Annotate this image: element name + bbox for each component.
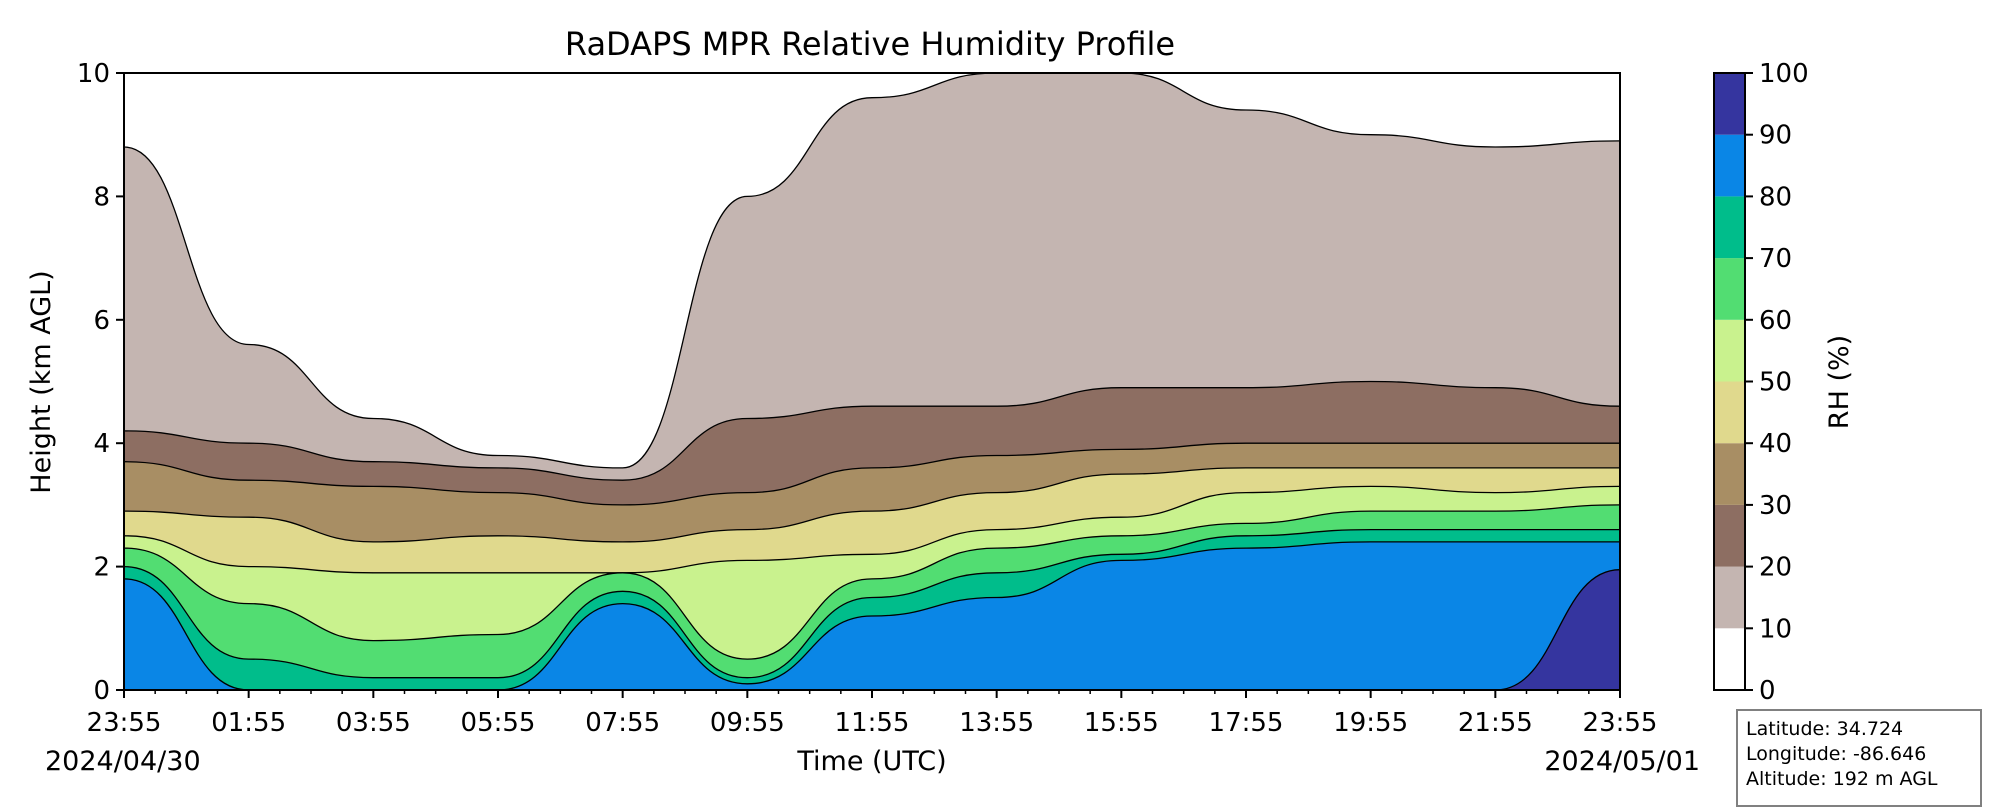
colorbar-tick-label: 90 bbox=[1759, 121, 1792, 151]
colorbar-swatch-30-40 bbox=[1714, 443, 1745, 505]
x-tick-label: 19:55 bbox=[1333, 708, 1408, 738]
x-tick-label: 23:55 bbox=[1583, 708, 1658, 738]
colorbar-tick-label: 0 bbox=[1759, 676, 1776, 706]
y-tick-label: 2 bbox=[93, 553, 110, 583]
colorbar-swatch-20-30 bbox=[1714, 504, 1745, 567]
x-tick-label: 05:55 bbox=[461, 708, 536, 738]
x-tick-label: 17:55 bbox=[1209, 708, 1284, 738]
colorbar-tick-label: 70 bbox=[1759, 244, 1792, 274]
colorbar-label: RH (%) bbox=[1824, 335, 1855, 429]
colorbar-swatch-60-70 bbox=[1714, 258, 1745, 320]
y-tick-label: 0 bbox=[93, 676, 110, 706]
chart-title: RaDAPS MPR Relative Humidity Profile bbox=[565, 25, 1175, 63]
y-axis-label: Height (km AGL) bbox=[26, 270, 57, 493]
station-longitude: Longitude: -86.646 bbox=[1746, 743, 1927, 765]
rh-contour-20 bbox=[123, 380, 1621, 481]
x-tick-label: 13:55 bbox=[959, 708, 1034, 738]
rh-contour-60 bbox=[123, 504, 1621, 660]
colorbar-swatch-50-60 bbox=[1714, 319, 1745, 382]
rh-contour-30 bbox=[123, 442, 1620, 506]
x-tick-label: 01:55 bbox=[211, 708, 286, 738]
y-axis: 0 2 4 6 8 10 bbox=[77, 59, 124, 706]
colorbar-swatch-10-20 bbox=[1714, 566, 1745, 629]
rh-contour-10 bbox=[123, 72, 1621, 469]
colorbar: 0 10 20 30 40 50 60 70 80 90 100 bbox=[1713, 59, 1809, 706]
colorbar-swatch-90-100 bbox=[1714, 73, 1745, 135]
rh-contour-40 bbox=[123, 467, 1620, 543]
y-tick-label: 10 bbox=[77, 59, 110, 89]
colorbar-tick-label: 10 bbox=[1759, 614, 1792, 644]
colorbar-swatch-80-90 bbox=[1714, 134, 1745, 197]
y-tick-label: 8 bbox=[93, 182, 110, 212]
x-axis-label: Time (UTC) bbox=[796, 746, 946, 777]
colorbar-tick-label: 20 bbox=[1759, 553, 1792, 583]
colorbar-swatch-40-50 bbox=[1714, 381, 1745, 444]
station-altitude: Altitude: 192 m AGL bbox=[1746, 768, 1938, 790]
colorbar-swatch-0-10 bbox=[1714, 628, 1745, 690]
x-tick-label: 15:55 bbox=[1084, 708, 1159, 738]
colorbar-tick-label: 30 bbox=[1759, 491, 1792, 521]
y-tick-label: 6 bbox=[93, 306, 110, 336]
colorbar-tick-label: 60 bbox=[1759, 306, 1792, 336]
end-date-label: 2024/05/01 bbox=[1544, 746, 1700, 777]
rh-contour-70 bbox=[123, 528, 1620, 679]
rh-contour-50 bbox=[123, 485, 1621, 574]
colorbar-tick-label: 50 bbox=[1759, 368, 1792, 398]
station-info-box: Latitude: 34.724 Longitude: -86.646 Alti… bbox=[1736, 709, 1982, 807]
x-tick-label: 11:55 bbox=[835, 708, 910, 738]
x-tick-label: 09:55 bbox=[710, 708, 785, 738]
x-tick-label: 03:55 bbox=[336, 708, 411, 738]
x-axis: 23:55 01:55 03:55 05:55 07:55 09:55 11:55 13:55… bbox=[87, 690, 1658, 738]
colorbar-swatch-70-80 bbox=[1714, 196, 1745, 259]
rh-band-80-90 bbox=[124, 541, 1620, 690]
x-tick-label: 07:55 bbox=[585, 708, 660, 738]
x-tick-label: 21:55 bbox=[1458, 708, 1533, 738]
colorbar-tick-label: 80 bbox=[1759, 182, 1792, 212]
x-tick-label: 23:55 bbox=[87, 708, 162, 738]
station-latitude: Latitude: 34.724 bbox=[1746, 718, 1904, 740]
colorbar-tick-label: 100 bbox=[1759, 59, 1809, 89]
y-tick-label: 4 bbox=[93, 429, 110, 459]
start-date-label: 2024/04/30 bbox=[45, 746, 201, 777]
colorbar-tick-label: 40 bbox=[1759, 429, 1792, 459]
